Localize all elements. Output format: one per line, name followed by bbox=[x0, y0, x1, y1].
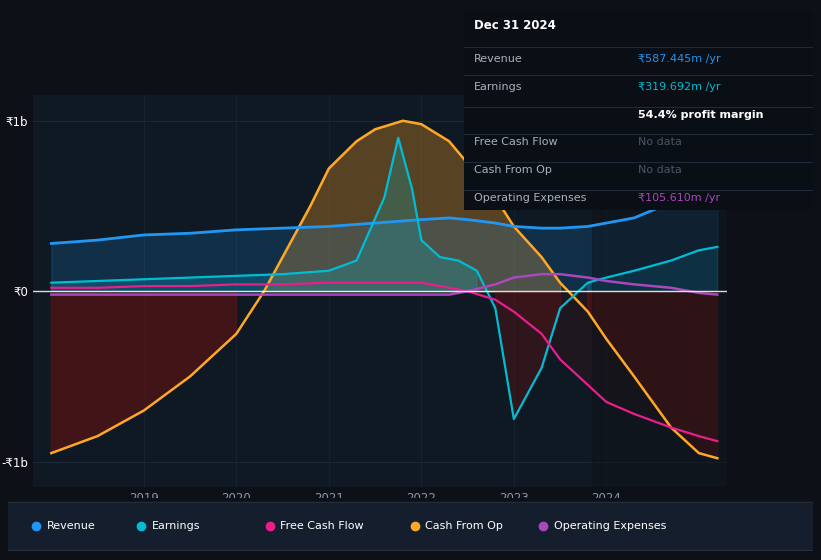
Bar bbox=[593, 95, 727, 487]
Text: Revenue: Revenue bbox=[47, 521, 95, 531]
Text: 54.4% profit margin: 54.4% profit margin bbox=[639, 110, 764, 120]
Text: Cash From Op: Cash From Op bbox=[475, 165, 553, 175]
Text: Operating Expenses: Operating Expenses bbox=[553, 521, 666, 531]
Text: ₹105.610m /yr: ₹105.610m /yr bbox=[639, 193, 721, 203]
Text: Free Cash Flow: Free Cash Flow bbox=[475, 137, 558, 147]
Text: No data: No data bbox=[639, 165, 682, 175]
Text: ₹587.445m /yr: ₹587.445m /yr bbox=[639, 54, 721, 64]
Text: Earnings: Earnings bbox=[151, 521, 200, 531]
Text: No data: No data bbox=[639, 137, 682, 147]
Text: Dec 31 2024: Dec 31 2024 bbox=[475, 18, 556, 31]
Text: Cash From Op: Cash From Op bbox=[425, 521, 502, 531]
Text: Earnings: Earnings bbox=[475, 82, 523, 92]
Text: Free Cash Flow: Free Cash Flow bbox=[280, 521, 364, 531]
Text: ₹319.692m /yr: ₹319.692m /yr bbox=[639, 82, 721, 92]
FancyBboxPatch shape bbox=[4, 502, 817, 550]
Text: Revenue: Revenue bbox=[475, 54, 523, 64]
Text: Operating Expenses: Operating Expenses bbox=[475, 193, 587, 203]
